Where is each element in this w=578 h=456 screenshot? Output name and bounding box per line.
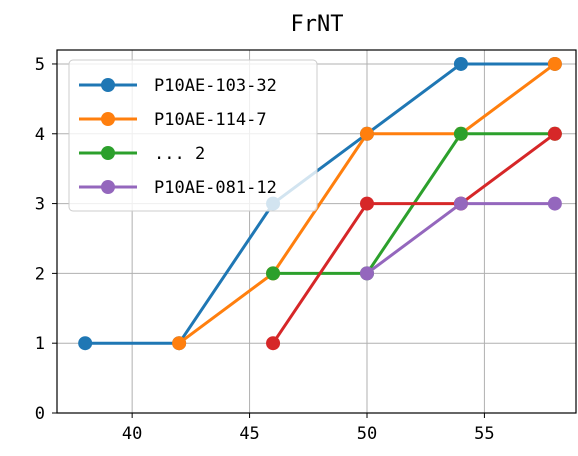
y-tick-label: 4 [35, 125, 45, 145]
data-point-2-1 [172, 336, 187, 351]
legend-box [68, 59, 318, 212]
legend-marker-2 [101, 112, 115, 126]
legend: P10AE-103-32 P10AE-114-7 ... 2 P10AE-081-12 [68, 59, 318, 212]
series-points [78, 56, 562, 351]
series-line-5 [366, 202, 555, 275]
data-point-1-5 [453, 56, 468, 71]
data-point-5-1 [359, 266, 374, 281]
data-point-3-1 [266, 266, 281, 281]
y-tick-label: 1 [35, 334, 45, 354]
y-tick-label: 5 [35, 55, 45, 75]
data-point-4-4 [547, 126, 562, 141]
x-tick-label: 45 [239, 424, 259, 444]
legend-marker-4 [101, 180, 115, 194]
data-point-5-2 [453, 196, 468, 211]
data-point-4-1 [266, 336, 281, 351]
plot-frame [56, 49, 577, 414]
x-tick-label: 55 [474, 424, 494, 444]
data-point-4-2 [359, 196, 374, 211]
data-point-3-3 [453, 126, 468, 141]
data-point-5-3 [547, 196, 562, 211]
data-point-2-3 [359, 126, 374, 141]
chart-title: FrNT [291, 12, 344, 37]
data-point-2-5 [547, 56, 562, 71]
legend-label-2: P10AE-114-7 [154, 110, 267, 130]
x-tick-label: 40 [122, 424, 142, 444]
legend-label-1: P10AE-103-32 [154, 76, 277, 96]
y-tick-label: 3 [35, 195, 45, 215]
series-line-4 [271, 132, 556, 345]
legend-marker-3 [101, 146, 115, 160]
series-line-1 [85, 62, 555, 345]
y-tick-label: 2 [35, 264, 45, 284]
y-tick-label: 0 [35, 404, 45, 424]
legend-label-3: ... 2 [154, 144, 205, 164]
legend-marker-1 [101, 78, 115, 92]
x-tick-label: 50 [357, 424, 377, 444]
data-point-1-1 [78, 336, 93, 351]
legend-label-4: P10AE-081-12 [154, 178, 277, 198]
